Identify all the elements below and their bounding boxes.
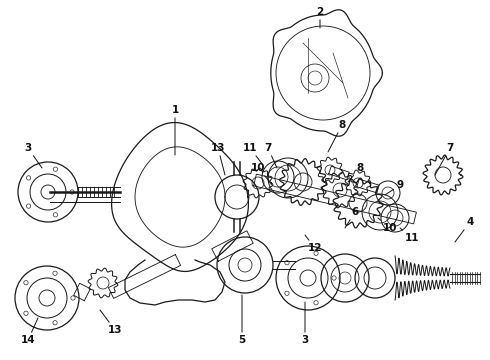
Text: 5: 5 <box>238 295 245 345</box>
Text: 12: 12 <box>305 235 322 253</box>
Text: 6: 6 <box>345 207 359 228</box>
Text: 11: 11 <box>400 228 419 243</box>
Text: 7: 7 <box>264 143 277 168</box>
Text: 10: 10 <box>251 163 270 182</box>
Text: 3: 3 <box>301 302 309 345</box>
Text: 8: 8 <box>328 120 345 152</box>
Text: 2: 2 <box>317 7 323 28</box>
Text: 10: 10 <box>378 218 397 233</box>
Text: 4: 4 <box>455 217 474 242</box>
Text: 8: 8 <box>348 163 364 182</box>
Text: 13: 13 <box>211 143 225 175</box>
Text: 14: 14 <box>21 318 38 345</box>
Text: 3: 3 <box>24 143 42 168</box>
Text: 1: 1 <box>172 105 179 155</box>
Text: 11: 11 <box>243 143 263 165</box>
Text: 7: 7 <box>435 143 454 175</box>
Text: 13: 13 <box>100 310 122 335</box>
Text: 9: 9 <box>385 180 404 195</box>
